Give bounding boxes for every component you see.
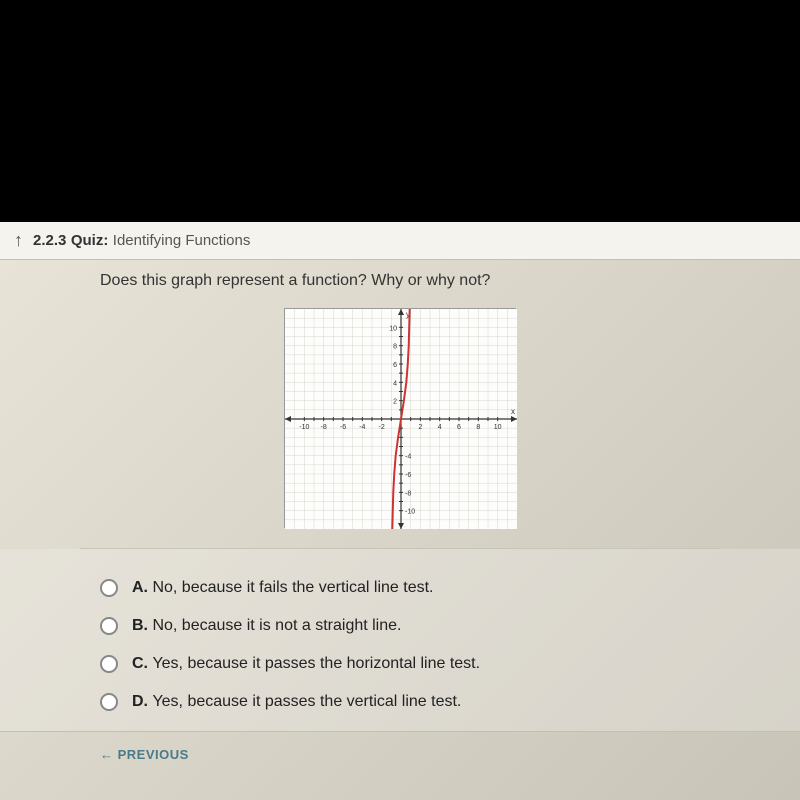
answer-letter: A. (132, 579, 148, 596)
svg-text:4: 4 (393, 380, 397, 387)
answer-text: No, because it is not a straight line. (152, 617, 401, 634)
svg-text:-10: -10 (405, 509, 415, 516)
answer-letter: D. (132, 693, 148, 710)
svg-text:-8: -8 (321, 424, 327, 431)
radio-d[interactable] (100, 693, 118, 711)
svg-text:8: 8 (476, 424, 480, 431)
svg-text:-6: -6 (340, 424, 346, 431)
svg-text:10: 10 (494, 424, 502, 431)
quiz-number: 2.2.3 (33, 232, 66, 249)
svg-text:6: 6 (393, 362, 397, 369)
answer-option-d[interactable]: D. Yes, because it passes the vertical l… (100, 683, 700, 721)
svg-text:2: 2 (393, 399, 397, 406)
quiz-screen: ↑ 2.2.3 Quiz: Identifying Functions Does… (0, 222, 800, 800)
answer-text: No, because it fails the vertical line t… (152, 579, 433, 596)
radio-c[interactable] (100, 655, 118, 673)
svg-text:6: 6 (457, 424, 461, 431)
answer-text: Yes, because it passes the vertical line… (152, 693, 461, 710)
svg-text:-4: -4 (405, 454, 411, 461)
question-area: Does this graph represent a function? Wh… (0, 260, 800, 548)
answer-letter: C. (132, 655, 148, 672)
answers-area: A. No, because it fails the vertical lin… (0, 549, 800, 731)
back-icon[interactable]: ↑ (14, 230, 23, 251)
graph-container: -10-8-6-4-2246810108642-4-6-8-10xy (100, 308, 700, 528)
footer-bar: ← PREVIOUS (0, 731, 800, 778)
svg-text:4: 4 (438, 424, 442, 431)
answer-option-a[interactable]: A. No, because it fails the vertical lin… (100, 569, 700, 607)
quiz-title: Identifying Functions (113, 232, 251, 249)
quiz-label: Quiz: (71, 232, 109, 249)
graph-box: -10-8-6-4-2246810108642-4-6-8-10xy (284, 308, 516, 528)
answer-letter: B. (132, 617, 148, 634)
question-text: Does this graph represent a function? Wh… (100, 272, 700, 290)
svg-text:-2: -2 (379, 424, 385, 431)
svg-text:-10: -10 (299, 424, 309, 431)
previous-button[interactable]: ← PREVIOUS (100, 747, 189, 762)
answer-option-b[interactable]: B. No, because it is not a straight line… (100, 607, 700, 645)
svg-text:-6: -6 (405, 472, 411, 479)
svg-text:8: 8 (393, 344, 397, 351)
radio-a[interactable] (100, 579, 118, 597)
svg-text:-8: -8 (405, 490, 411, 497)
svg-text:10: 10 (389, 325, 397, 332)
radio-b[interactable] (100, 617, 118, 635)
graph-svg: -10-8-6-4-2246810108642-4-6-8-10xy (285, 309, 517, 529)
svg-text:x: x (511, 407, 515, 416)
answer-option-c[interactable]: C. Yes, because it passes the horizontal… (100, 645, 700, 683)
quiz-header-text: 2.2.3 Quiz: Identifying Functions (33, 232, 250, 250)
header-bar: ↑ 2.2.3 Quiz: Identifying Functions (0, 222, 800, 260)
svg-text:-4: -4 (359, 424, 365, 431)
svg-text:2: 2 (418, 424, 422, 431)
answer-text: Yes, because it passes the horizontal li… (152, 655, 480, 672)
